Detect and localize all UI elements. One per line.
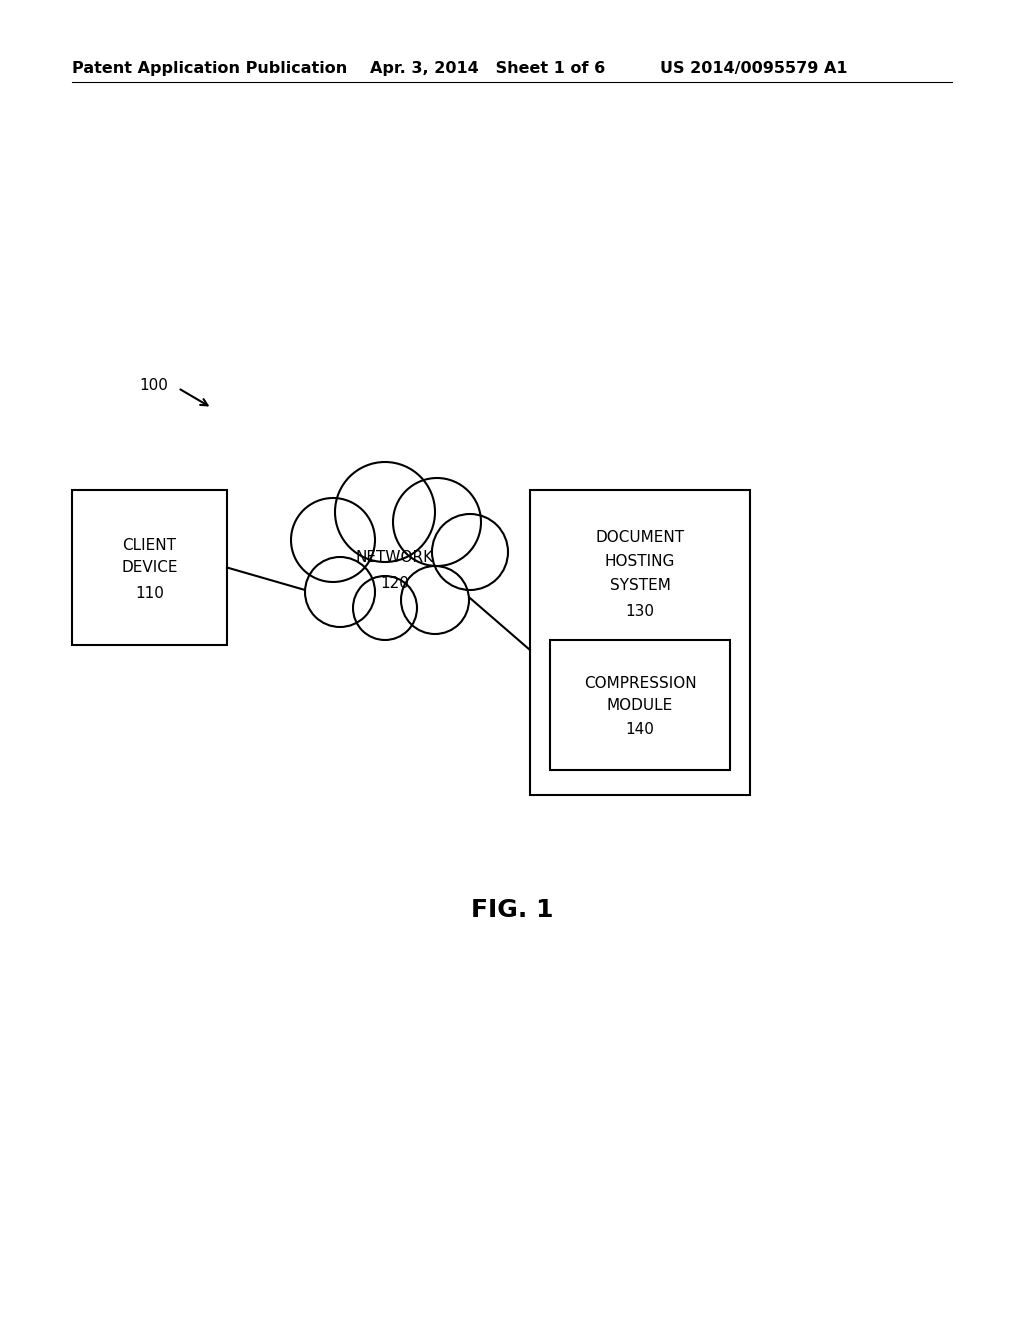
Circle shape	[432, 513, 508, 590]
Text: CLIENT: CLIENT	[123, 539, 176, 553]
Text: MODULE: MODULE	[607, 697, 673, 713]
Circle shape	[291, 498, 375, 582]
Circle shape	[393, 478, 481, 566]
Text: DEVICE: DEVICE	[121, 560, 178, 576]
Text: Patent Application Publication: Patent Application Publication	[72, 61, 347, 75]
Text: 130: 130	[626, 605, 654, 619]
Text: 140: 140	[626, 722, 654, 737]
Circle shape	[335, 462, 435, 562]
Text: COMPRESSION: COMPRESSION	[584, 676, 696, 690]
Bar	[72, 490, 227, 645]
Text: FIG. 1: FIG. 1	[471, 898, 553, 921]
Text: HOSTING: HOSTING	[605, 554, 675, 569]
Text: SYSTEM: SYSTEM	[609, 578, 671, 594]
Circle shape	[305, 557, 375, 627]
Text: DOCUMENT: DOCUMENT	[595, 531, 685, 545]
Text: 100: 100	[139, 378, 168, 392]
Circle shape	[401, 566, 469, 634]
Text: 110: 110	[135, 586, 164, 601]
Text: US 2014/0095579 A1: US 2014/0095579 A1	[660, 61, 848, 75]
Circle shape	[353, 576, 417, 640]
Text: Apr. 3, 2014   Sheet 1 of 6: Apr. 3, 2014 Sheet 1 of 6	[370, 61, 605, 75]
Bar	[550, 640, 730, 770]
Text: 120: 120	[381, 577, 410, 591]
Text: NETWORK: NETWORK	[356, 550, 434, 565]
Bar	[530, 490, 750, 795]
